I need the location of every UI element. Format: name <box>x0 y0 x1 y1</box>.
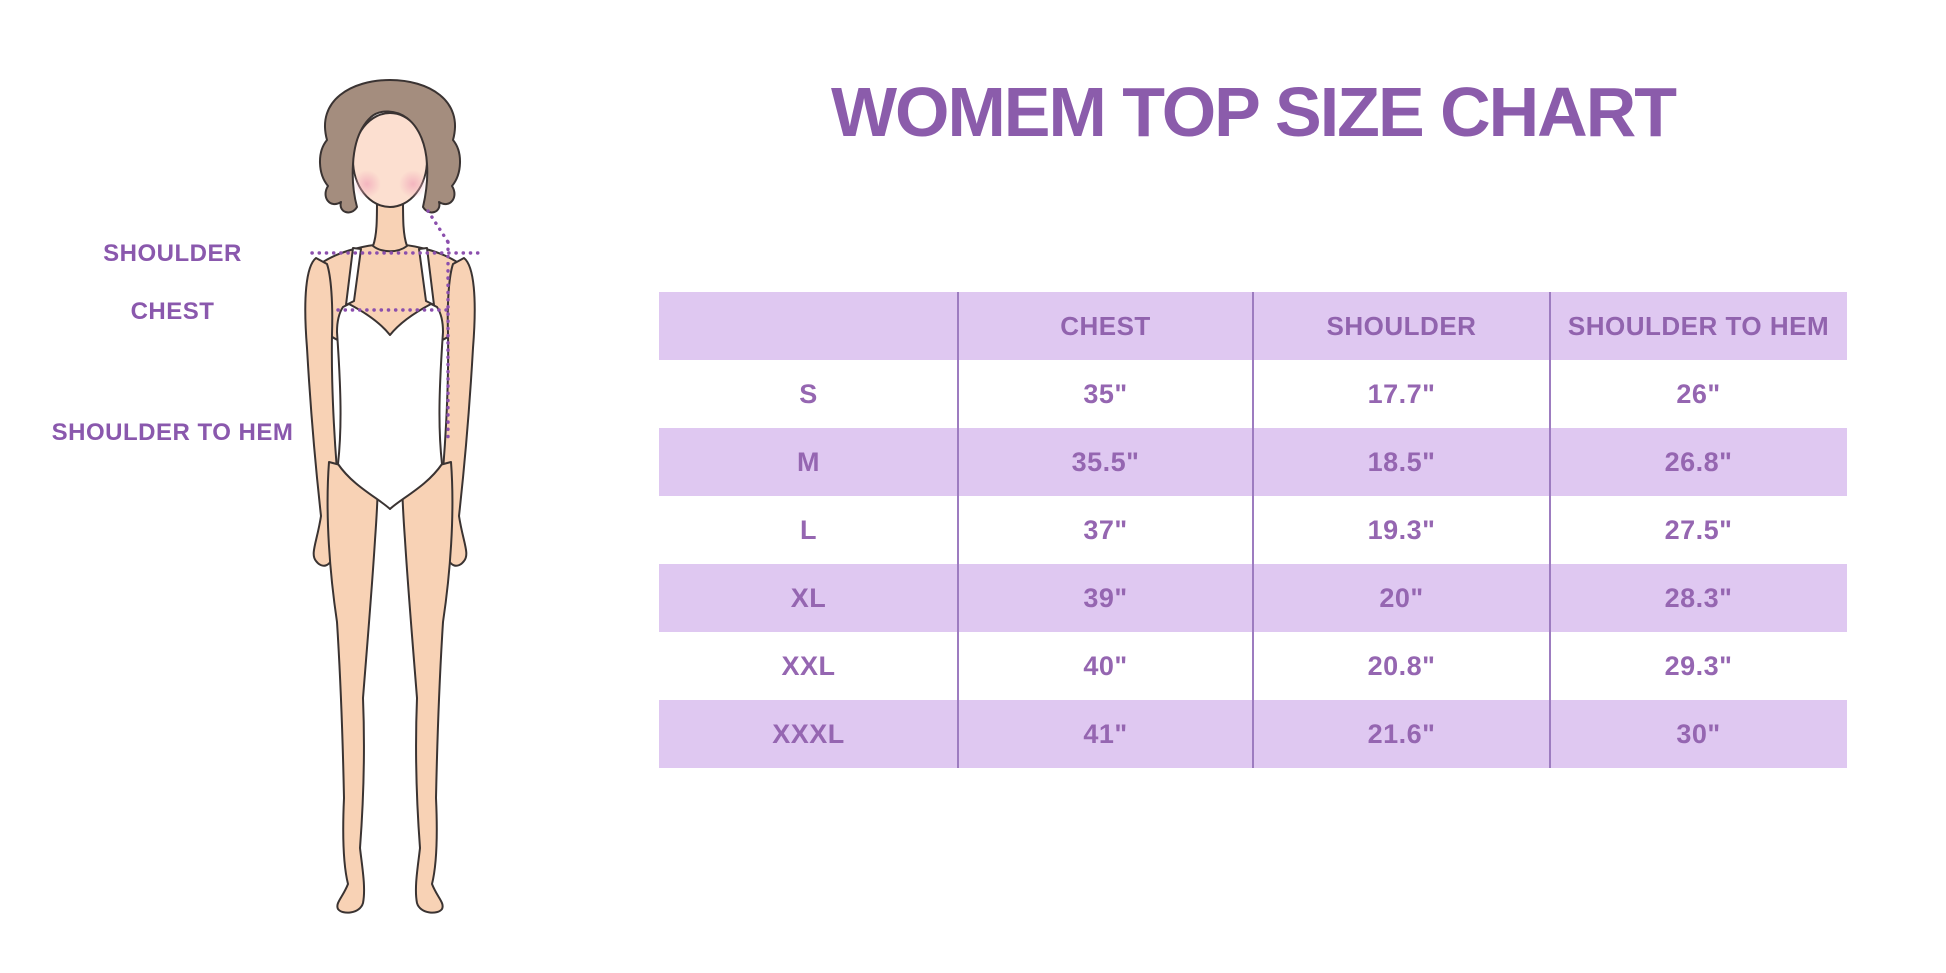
measurement-lines <box>310 209 480 442</box>
cell-shoulder: 20.8" <box>1367 650 1436 681</box>
cell-chest: 35.5" <box>1071 446 1140 477</box>
cell-shoulder_to_hem: 27.5" <box>1664 514 1733 545</box>
cell-shoulder_to_hem: 28.3" <box>1664 582 1733 613</box>
figure-blush-right <box>399 170 427 198</box>
cell-size: S <box>799 378 818 409</box>
hem-measure-line-diagonal <box>426 209 450 244</box>
cell-chest: 40" <box>1083 650 1128 681</box>
page-title: WOMEM TOP SIZE CHART <box>830 73 1677 151</box>
cell-size: M <box>797 446 820 477</box>
header-cell: SHOULDER <box>1326 310 1477 341</box>
cell-shoulder_to_hem: 29.3" <box>1664 650 1733 681</box>
woman-figure-illustration <box>304 79 480 914</box>
figure-blush-left <box>353 170 381 198</box>
figure-hair <box>319 79 461 214</box>
cell-chest: 39" <box>1083 582 1128 613</box>
cell-size: XL <box>790 582 827 613</box>
chest-label: CHEST <box>130 298 215 325</box>
cell-shoulder_to_hem: 30" <box>1676 718 1721 749</box>
header-cell: CHEST <box>1060 310 1151 341</box>
cell-shoulder: 17.7" <box>1367 378 1436 409</box>
cell-size: L <box>800 514 817 545</box>
size-table: CHEST SHOULDER SHOULDER TO HEM S 35" 17.7" 26… <box>659 292 1847 768</box>
figure-left-leg <box>326 461 379 914</box>
column-divider <box>1252 292 1254 768</box>
cell-chest: 37" <box>1083 514 1128 545</box>
header-cell: SHOULDER TO HEM <box>1567 310 1830 341</box>
shoulder-label: SHOULDER <box>103 240 242 267</box>
cell-shoulder: 19.3" <box>1367 514 1436 545</box>
cell-shoulder: 20" <box>1379 582 1424 613</box>
figure-bodysuit <box>336 303 444 510</box>
header-cell <box>659 292 958 360</box>
cell-shoulder: 21.6" <box>1367 718 1436 749</box>
measurement-figure <box>230 50 530 930</box>
cell-shoulder_to_hem: 26" <box>1676 378 1721 409</box>
cell-chest: 41" <box>1083 718 1128 749</box>
cell-shoulder: 18.5" <box>1367 446 1436 477</box>
figure-neck <box>372 197 408 253</box>
shoulder-to-hem-label: SHOULDER TO HEM <box>51 419 294 446</box>
cell-size: XXL <box>781 650 836 681</box>
cell-shoulder_to_hem: 26.8" <box>1664 446 1733 477</box>
figure-right-leg <box>401 461 454 914</box>
column-divider <box>957 292 959 768</box>
cell-chest: 35" <box>1083 378 1128 409</box>
cell-size: XXXL <box>772 718 845 749</box>
column-divider <box>1549 292 1551 768</box>
